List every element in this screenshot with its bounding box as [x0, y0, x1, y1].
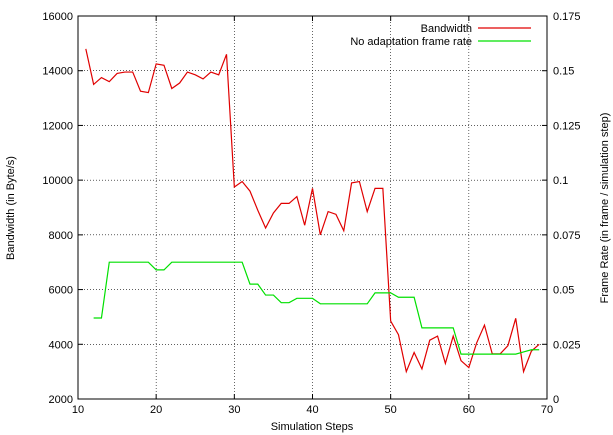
- y-tick-label: 14000: [42, 66, 73, 78]
- y2-tick-label: 0.15: [553, 66, 574, 78]
- y2-tick-label: 0.125: [553, 120, 581, 132]
- y2-tick-label: 0.175: [553, 11, 581, 23]
- x-tick-label: 20: [150, 404, 162, 416]
- legend: Bandwidth No adaptation frame rate: [350, 23, 531, 48]
- y2-axis-title: Frame Rate (in frame / simulation step): [599, 113, 611, 304]
- grid: [78, 16, 547, 399]
- y-tick-label: 10000: [42, 175, 73, 187]
- plot-frame: [77, 15, 548, 400]
- y-tick-label: 6000: [49, 285, 73, 297]
- legend-label-frame-rate: No adaptation frame rate: [350, 36, 472, 48]
- legend-label-bandwidth: Bandwidth: [421, 23, 472, 35]
- series-line-bandwidth: [85, 48, 540, 375]
- series-lines: [85, 48, 540, 375]
- y2-tick-label: 0.05: [553, 285, 574, 297]
- series-line-frame-rate: [93, 261, 540, 355]
- y-axis-title: Bandwidth (in Byte/s): [5, 156, 17, 260]
- y2-tick-label: 0: [553, 394, 559, 406]
- y-tick-label: 4000: [49, 339, 73, 351]
- y2-tick-label: 0.025: [553, 339, 581, 351]
- y-tick-label: 16000: [42, 11, 73, 23]
- y-tick-label: 2000: [49, 394, 73, 406]
- tick-labels: 10 20 30 40 50 60 70 2000 4000 6000 8000 10000 12000…: [42, 11, 580, 416]
- x-tick-label: 40: [306, 404, 318, 416]
- x-tick-label: 60: [463, 404, 475, 416]
- x-tick-label: 50: [385, 404, 397, 416]
- y-tick-label: 8000: [49, 230, 73, 242]
- x-axis-title: Simulation Steps: [271, 421, 354, 433]
- x-tick-label: 10: [72, 404, 84, 416]
- y2-tick-label: 0.1: [553, 175, 568, 187]
- y-tick-label: 12000: [42, 120, 73, 132]
- x-tick-label: 30: [228, 404, 240, 416]
- y2-tick-label: 0.075: [553, 230, 581, 242]
- x-tick-label: 70: [541, 404, 553, 416]
